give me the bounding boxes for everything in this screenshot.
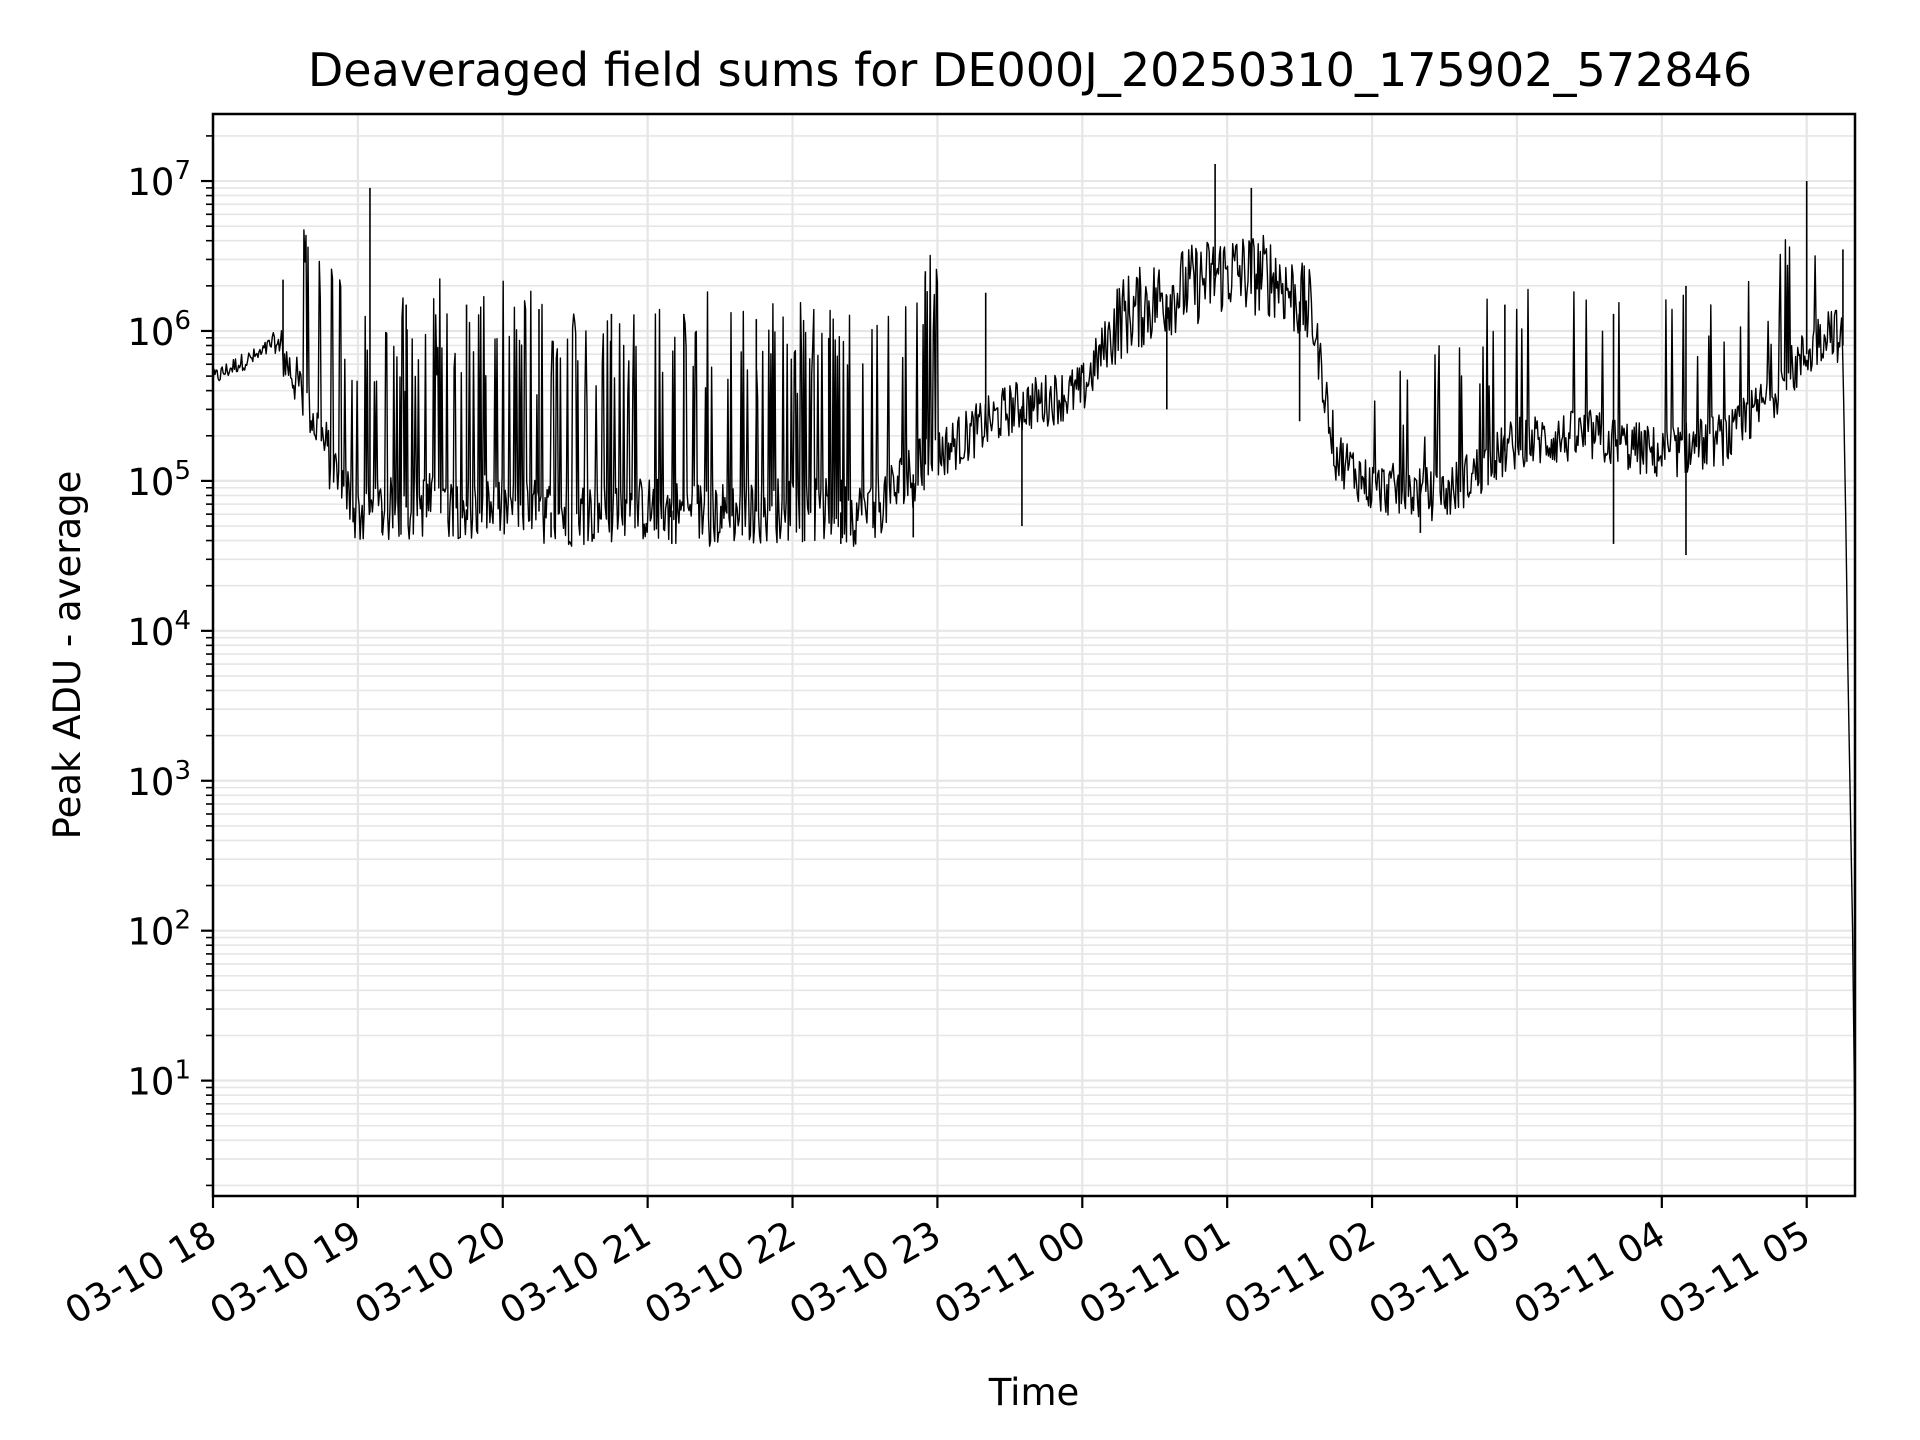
x-axis-label: Time [988,1371,1080,1414]
plot-line [212,163,1856,1141]
y-tick-label: 101 [127,1056,191,1104]
y-tick-label: 105 [127,456,191,504]
y-axis-label: Peak ADU - average [46,471,89,840]
y-tick-label: 107 [127,156,191,204]
plot-frame [211,112,1857,1198]
y-tick-label: 103 [127,756,191,804]
y-tick-label: 102 [127,906,191,954]
series-line [212,229,1856,1141]
y-tick-label: 104 [127,606,191,654]
y-axis: 101 102 103 104 105 106 107 [127,135,213,1187]
y-tick-label: 106 [127,306,191,354]
chart-title: Deaveraged field sums for DE000J_2025031… [308,43,1752,97]
